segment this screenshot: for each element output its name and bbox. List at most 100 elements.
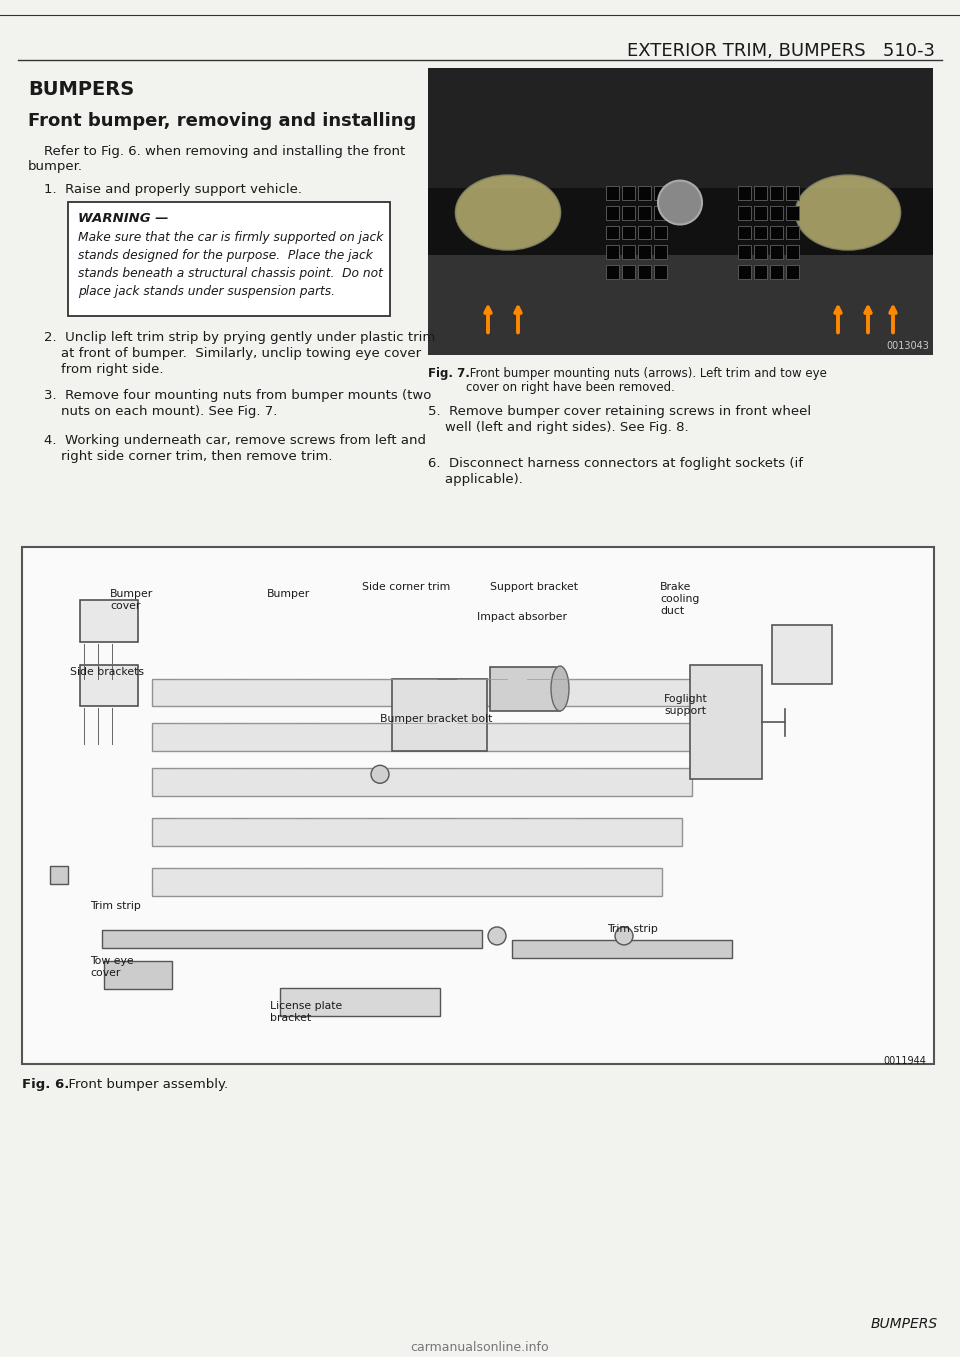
Bar (754, 246, 767, 259)
Bar (50, 866, 68, 883)
Text: Side corner trim: Side corner trim (362, 582, 450, 592)
Bar (638, 205, 651, 220)
Text: BUMPERS: BUMPERS (871, 1318, 938, 1331)
Text: cooling: cooling (660, 594, 700, 604)
Text: EXTERIOR TRIM, BUMPERS   510-3: EXTERIOR TRIM, BUMPERS 510-3 (627, 42, 935, 60)
Bar (606, 205, 619, 220)
Bar (428, 68, 933, 187)
Text: carmanualsonline.info: carmanualsonline.info (411, 1341, 549, 1354)
Text: 5.  Remove bumper cover retaining screws in front wheel: 5. Remove bumper cover retaining screws … (428, 406, 811, 418)
Text: Fig. 7.: Fig. 7. (428, 368, 469, 380)
Text: Fig. 6.: Fig. 6. (22, 1077, 69, 1091)
Text: from right side.: from right side. (44, 364, 163, 376)
Bar (428, 68, 933, 356)
Bar (68, 202, 390, 316)
Bar (786, 225, 799, 239)
Bar (490, 666, 560, 711)
Bar (654, 186, 667, 199)
Bar (152, 768, 692, 797)
Text: cover: cover (110, 601, 140, 611)
Circle shape (658, 180, 702, 224)
Text: right side corner trim, then remove trim.: right side corner trim, then remove trim… (44, 451, 332, 463)
Text: Trim strip: Trim strip (90, 901, 141, 911)
Text: 6.  Disconnect harness connectors at foglight sockets (if: 6. Disconnect harness connectors at fogl… (428, 457, 803, 470)
Bar (102, 930, 482, 949)
Text: Front bumper mounting nuts (arrows). Left trim and tow eye: Front bumper mounting nuts (arrows). Lef… (466, 368, 827, 380)
Bar (22, 547, 934, 1064)
Text: stands beneath a structural chassis point.  Do not: stands beneath a structural chassis poin… (78, 267, 383, 281)
Bar (280, 988, 440, 1016)
Bar (754, 205, 767, 220)
Text: License plate: License plate (270, 1001, 343, 1011)
Text: Front bumper, removing and installing: Front bumper, removing and installing (28, 111, 417, 130)
Text: nuts on each mount). See Fig. 7.: nuts on each mount). See Fig. 7. (44, 406, 277, 418)
Bar (738, 205, 751, 220)
Text: Refer to Fig. 6. when removing and installing the front: Refer to Fig. 6. when removing and insta… (44, 145, 405, 157)
Circle shape (615, 927, 633, 944)
Bar (770, 186, 783, 199)
Bar (772, 624, 832, 684)
Bar (512, 940, 732, 958)
Bar (770, 225, 783, 239)
Bar (152, 678, 712, 707)
Bar (654, 225, 667, 239)
Text: Bumper bracket bolt: Bumper bracket bolt (380, 714, 492, 725)
Bar (80, 600, 138, 642)
Text: Bumper: Bumper (267, 589, 310, 598)
Bar (770, 205, 783, 220)
Bar (738, 225, 751, 239)
Text: duct: duct (660, 605, 684, 616)
Text: bumper.: bumper. (28, 160, 83, 172)
Text: 4.  Working underneath car, remove screws from left and: 4. Working underneath car, remove screws… (44, 434, 426, 446)
Bar (428, 255, 933, 356)
Bar (654, 246, 667, 259)
Text: Make sure that the car is firmly supported on jack: Make sure that the car is firmly support… (78, 232, 383, 244)
Bar (622, 246, 635, 259)
Text: 0013043: 0013043 (886, 341, 929, 351)
Text: 2.  Unclip left trim strip by prying gently under plastic trim: 2. Unclip left trim strip by prying gent… (44, 331, 435, 345)
Bar (770, 266, 783, 280)
Bar (622, 205, 635, 220)
Bar (770, 246, 783, 259)
Bar (104, 961, 172, 989)
Text: Foglight: Foglight (664, 695, 708, 704)
Text: Front bumper assembly.: Front bumper assembly. (60, 1077, 228, 1091)
Text: cover on right have been removed.: cover on right have been removed. (466, 381, 675, 394)
Bar (606, 225, 619, 239)
Text: Tow eye: Tow eye (90, 955, 133, 966)
Bar (622, 186, 635, 199)
Bar (80, 665, 138, 707)
Bar (754, 225, 767, 239)
Bar (738, 246, 751, 259)
Bar (152, 868, 662, 896)
Bar (152, 818, 682, 847)
Text: place jack stands under suspension parts.: place jack stands under suspension parts… (78, 285, 335, 299)
Bar (738, 186, 751, 199)
Text: Side brackets: Side brackets (70, 666, 144, 677)
Bar (638, 266, 651, 280)
Bar (754, 266, 767, 280)
Bar (622, 225, 635, 239)
Text: Bumper: Bumper (110, 589, 154, 598)
Text: 3.  Remove four mounting nuts from bumper mounts (two: 3. Remove four mounting nuts from bumper… (44, 389, 431, 402)
Bar (738, 266, 751, 280)
Bar (606, 186, 619, 199)
Text: Trim strip: Trim strip (607, 924, 658, 934)
Bar (786, 186, 799, 199)
Text: Impact absorber: Impact absorber (477, 612, 567, 622)
Circle shape (488, 927, 506, 944)
Bar (654, 205, 667, 220)
Bar (638, 186, 651, 199)
Ellipse shape (551, 666, 569, 711)
Text: cover: cover (90, 968, 120, 978)
Text: 0011944: 0011944 (883, 1056, 926, 1065)
Text: Support bracket: Support bracket (490, 582, 578, 592)
Bar (622, 266, 635, 280)
Text: stands designed for the purpose.  Place the jack: stands designed for the purpose. Place t… (78, 250, 372, 262)
Bar (786, 266, 799, 280)
Bar (786, 205, 799, 220)
Bar (754, 186, 767, 199)
Text: BUMPERS: BUMPERS (28, 80, 134, 99)
Text: at front of bumper.  Similarly, unclip towing eye cover: at front of bumper. Similarly, unclip to… (44, 347, 421, 360)
Bar (392, 680, 487, 752)
